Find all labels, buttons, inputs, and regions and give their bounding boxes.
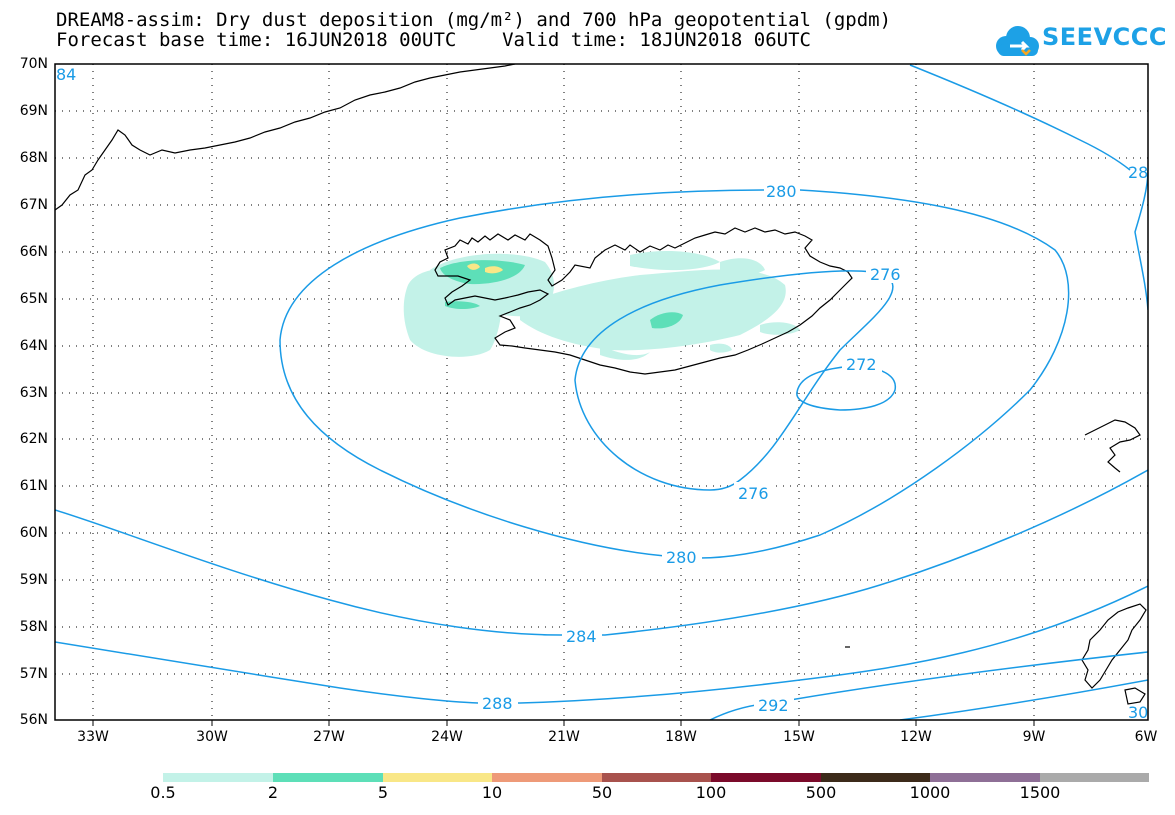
- colorbar-label: 2: [267, 783, 279, 802]
- lat-label: 58N: [19, 619, 48, 635]
- lat-label: 70N: [19, 56, 48, 72]
- lon-label: 27W: [313, 729, 345, 745]
- colorbar-label: 0.5: [150, 783, 176, 802]
- colorbar-label: 500: [805, 783, 837, 802]
- lon-label: 21W: [548, 729, 580, 745]
- lat-label: 64N: [19, 338, 48, 354]
- lat-label: 63N: [19, 385, 48, 401]
- lon-label: 33W: [77, 729, 109, 745]
- colorbar-segment: [711, 773, 821, 782]
- lat-label: 67N: [19, 197, 48, 213]
- contour-label: 280: [666, 548, 697, 567]
- colorbar-label: 1500: [1019, 783, 1061, 802]
- contour-label: 276: [870, 265, 901, 284]
- lat-label: 57N: [19, 666, 48, 682]
- lat-label: 66N: [19, 244, 48, 260]
- lat-label: 69N: [19, 103, 48, 119]
- contour-label: 276: [738, 484, 769, 503]
- colorbar-segment: [821, 773, 930, 782]
- contour-label: 284: [566, 627, 597, 646]
- lat-label: 65N: [19, 291, 48, 307]
- lon-label: 15W: [783, 729, 815, 745]
- lat-label: 59N: [19, 572, 48, 588]
- lon-label: 12W: [900, 729, 932, 745]
- colorbar-label: 1000: [909, 783, 951, 802]
- map-subtitle: Forecast base time: 16JUN2018 00UTC Vali…: [56, 29, 811, 51]
- colorbar-segment: [1040, 773, 1149, 782]
- contour-label: 30: [1128, 703, 1148, 722]
- dust-deposition-field: [403, 250, 800, 360]
- geopotential-contours: [55, 64, 1148, 720]
- lat-label: 56N: [19, 712, 48, 728]
- colorbar-label: 50: [591, 783, 613, 802]
- lon-label: 18W: [665, 729, 697, 745]
- colorbar: [163, 773, 1149, 782]
- lon-label: 9W: [1022, 729, 1046, 745]
- colorbar-segment: [930, 773, 1040, 782]
- colorbar-label: 5: [377, 783, 389, 802]
- lon-label: 6W: [1134, 729, 1158, 745]
- lat-label: 62N: [19, 431, 48, 447]
- colorbar-label: 100: [695, 783, 727, 802]
- colorbar-label: 10: [481, 783, 503, 802]
- logo-text: SEEVCCC: [1042, 23, 1167, 51]
- colorbar-segment: [163, 773, 273, 782]
- contour-label: 288: [482, 694, 513, 713]
- lon-label: 24W: [431, 729, 463, 745]
- lon-label: 30W: [196, 729, 228, 745]
- map-grid: [55, 64, 1148, 720]
- colorbar-segment: [273, 773, 383, 782]
- coastline: [55, 64, 1147, 705]
- contour-label: 84: [56, 65, 76, 84]
- contour-label: 28: [1128, 163, 1148, 182]
- contour-label: 280: [766, 182, 797, 201]
- lat-label: 61N: [19, 478, 48, 494]
- map-title: DREAM8-assim: Dry dust deposition (mg/m²…: [56, 9, 892, 31]
- contour-label: 272: [846, 355, 877, 374]
- colorbar-segment: [492, 773, 602, 782]
- cloud-logo-icon: [996, 26, 1039, 56]
- map-frame: [54, 63, 1149, 721]
- contour-label: 292: [758, 696, 789, 715]
- colorbar-segment: [602, 773, 711, 782]
- lat-label: 68N: [19, 150, 48, 166]
- lat-label: 60N: [19, 525, 48, 541]
- colorbar-segment: [383, 773, 492, 782]
